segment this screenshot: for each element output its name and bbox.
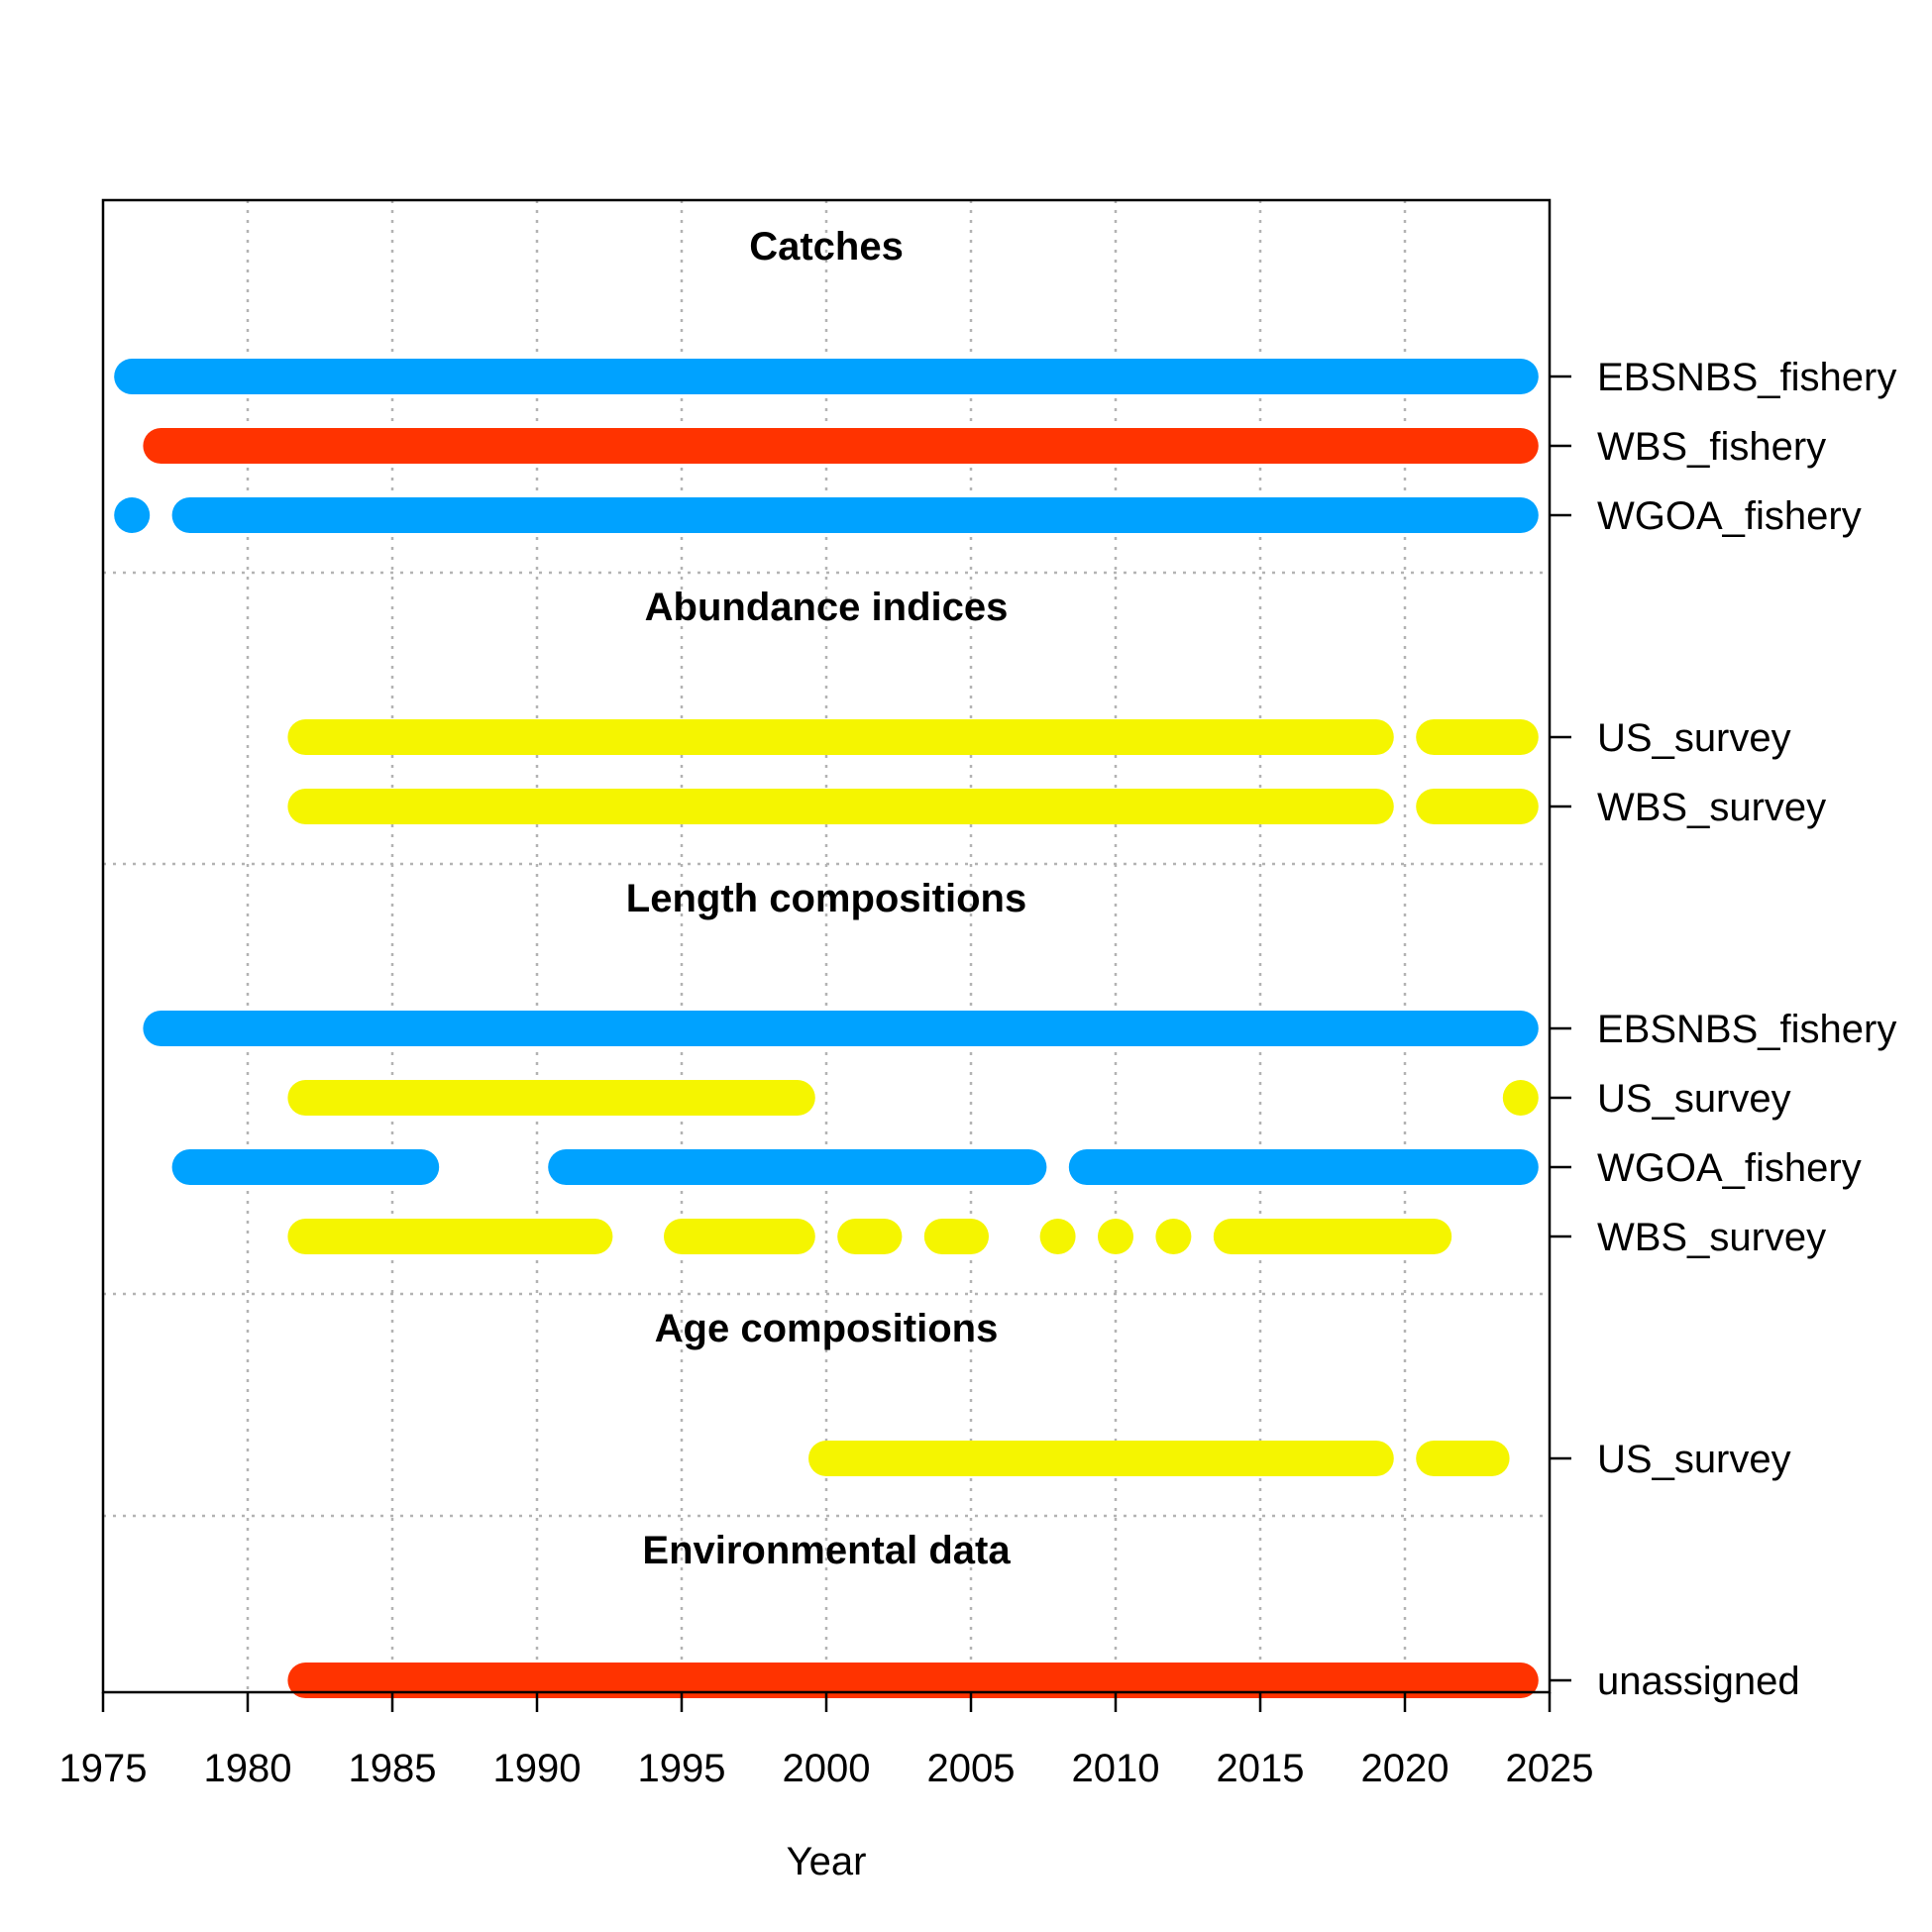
series-label: WBS_survey xyxy=(1597,786,1826,829)
x-tick-label: 1985 xyxy=(349,1747,437,1790)
x-tick-label: 2000 xyxy=(783,1747,871,1790)
x-tick-label: 2005 xyxy=(927,1747,1016,1790)
section-title: Environmental data xyxy=(642,1529,1011,1572)
series-label: US_survey xyxy=(1597,1438,1791,1481)
section-title: Age compositions xyxy=(655,1307,999,1350)
series-label: US_survey xyxy=(1597,716,1791,760)
x-tick-label: 1995 xyxy=(638,1747,726,1790)
x-tick-label: 2025 xyxy=(1506,1747,1594,1790)
section-title: Catches xyxy=(749,225,904,268)
x-tick-label: 1980 xyxy=(204,1747,292,1790)
series-label: US_survey xyxy=(1597,1077,1791,1121)
series-label: WGOA_fishery xyxy=(1597,494,1862,538)
x-tick-label: 1990 xyxy=(493,1747,582,1790)
series-label: WBS_survey xyxy=(1597,1216,1826,1259)
section-title: Abundance indices xyxy=(645,586,1009,629)
series-label: WBS_fishery xyxy=(1597,425,1826,469)
x-tick-label: 2020 xyxy=(1361,1747,1449,1790)
x-axis: 1975 1980 1985 1990 1995 2000 2005 2010 2015 2020… xyxy=(59,1692,1594,1790)
series-label: unassigned xyxy=(1597,1660,1800,1703)
x-tick-label: 2015 xyxy=(1217,1747,1305,1790)
series-label: EBSNBS_fishery xyxy=(1597,356,1896,399)
series-labels: EBSNBS_fishery WBS_fishery WGOA_fishery US_… xyxy=(1550,356,1896,1703)
data-bars xyxy=(114,359,1539,1698)
series-label: EBSNBS_fishery xyxy=(1597,1008,1896,1051)
x-tick-label: 2010 xyxy=(1072,1747,1160,1790)
x-tick-label: 1975 xyxy=(59,1747,148,1790)
section-title: Length compositions xyxy=(626,877,1026,920)
section-titles: Catches Abundance indices Length compositi… xyxy=(626,225,1026,1572)
series-label: WGOA_fishery xyxy=(1597,1146,1862,1190)
x-axis-label: Year xyxy=(787,1840,867,1883)
